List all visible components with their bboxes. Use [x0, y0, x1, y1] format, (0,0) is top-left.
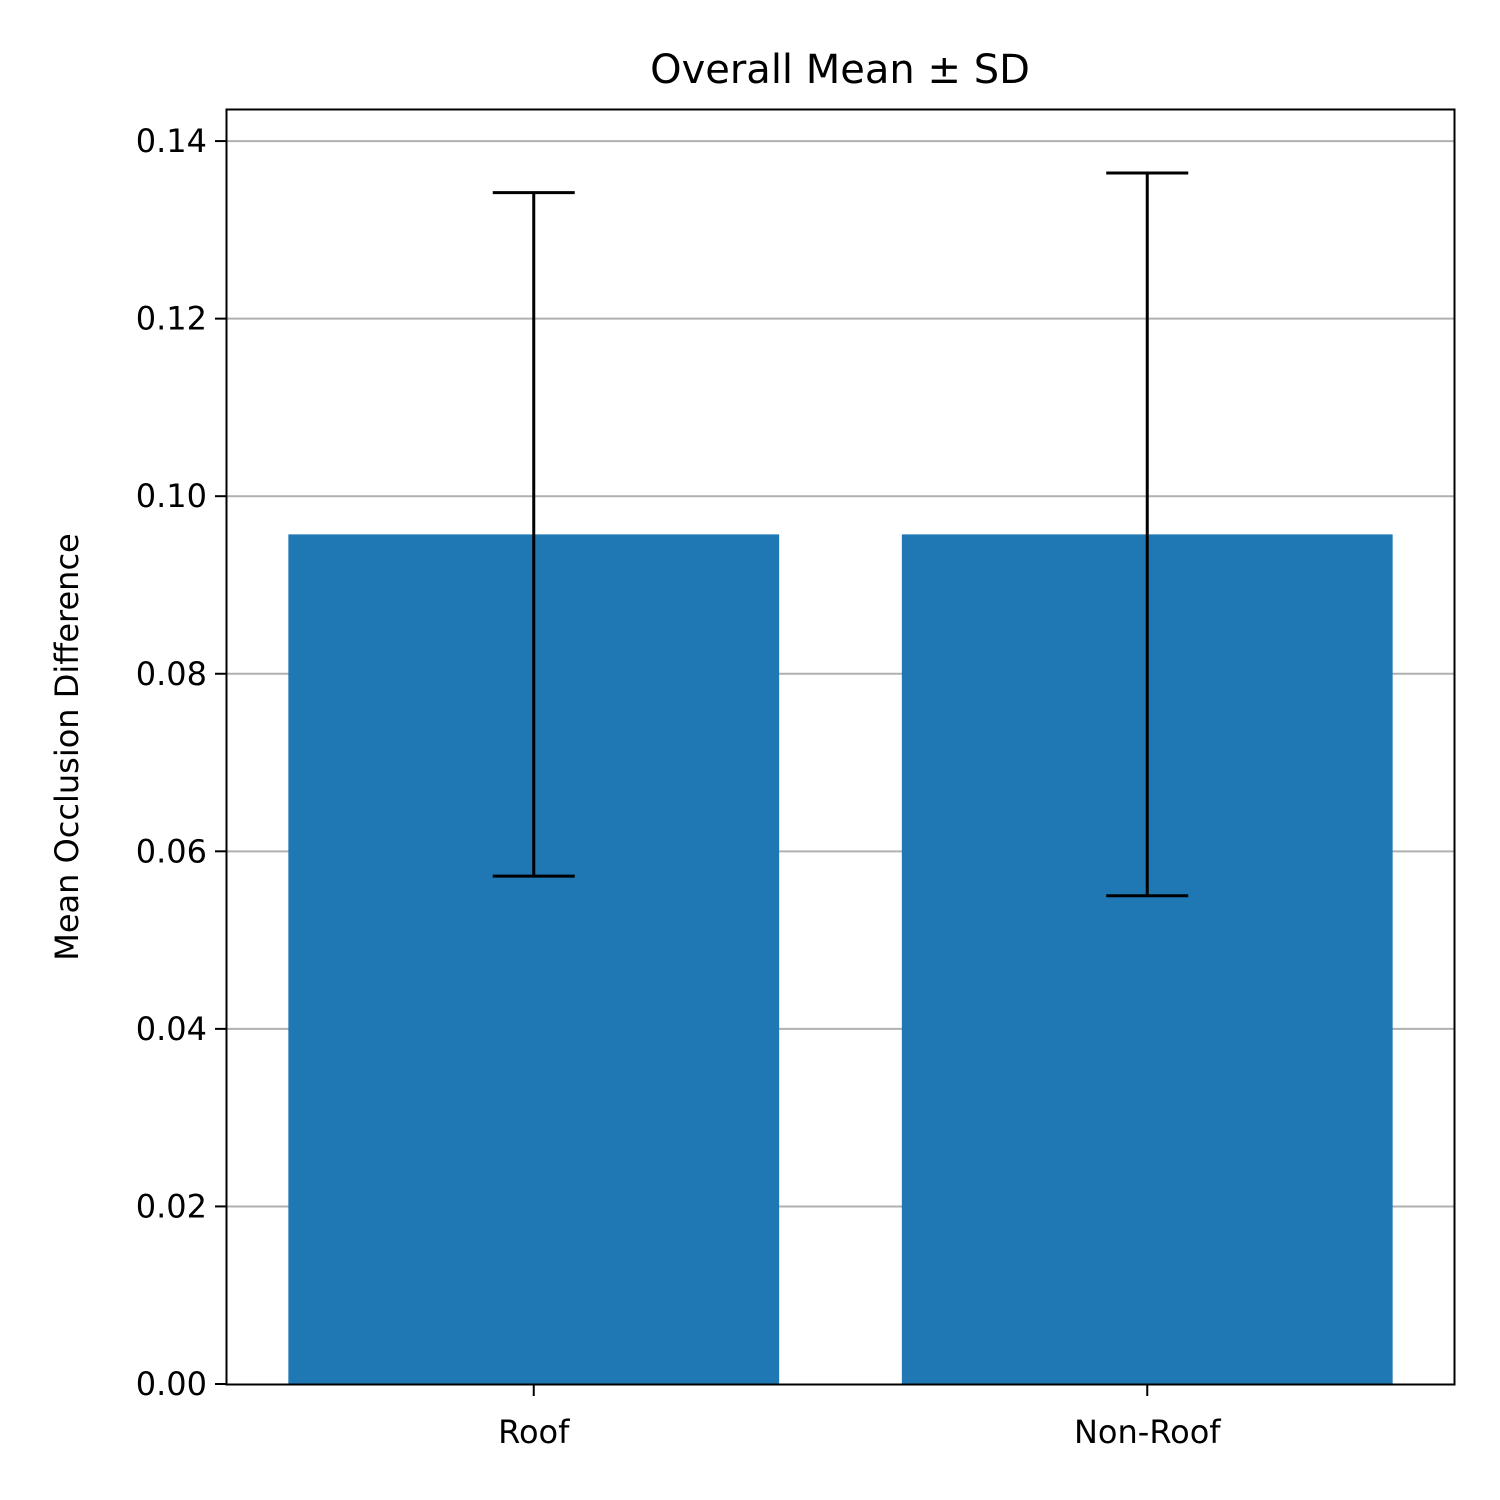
y-tick-label: 0.08	[136, 655, 207, 693]
y-tick-label: 0.04	[136, 1010, 207, 1048]
y-tick-label: 0.14	[136, 122, 207, 160]
x-axis-ticks: Roof Non-Roof	[498, 1384, 1221, 1451]
x-tick-label: Roof	[498, 1413, 570, 1451]
x-tick-label: Non-Roof	[1074, 1413, 1221, 1451]
error-bars	[492, 171, 1189, 898]
plot-area-frame	[225, 108, 1456, 1386]
y-tick-label: 0.00	[136, 1365, 207, 1403]
y-tick-label: 0.12	[136, 300, 207, 338]
y-tick-label: 0.06	[136, 832, 207, 870]
y-axis-label: Mean Occlusion Difference	[48, 533, 86, 960]
y-tick-label: 0.10	[136, 477, 207, 515]
y-axis-ticks: 0.00 0.02 0.04 0.06 0.08 0.10 0.12 0.14	[136, 122, 227, 1403]
y-tick-label: 0.02	[136, 1187, 207, 1225]
chart-title: Overall Mean ± SD	[650, 47, 1030, 93]
